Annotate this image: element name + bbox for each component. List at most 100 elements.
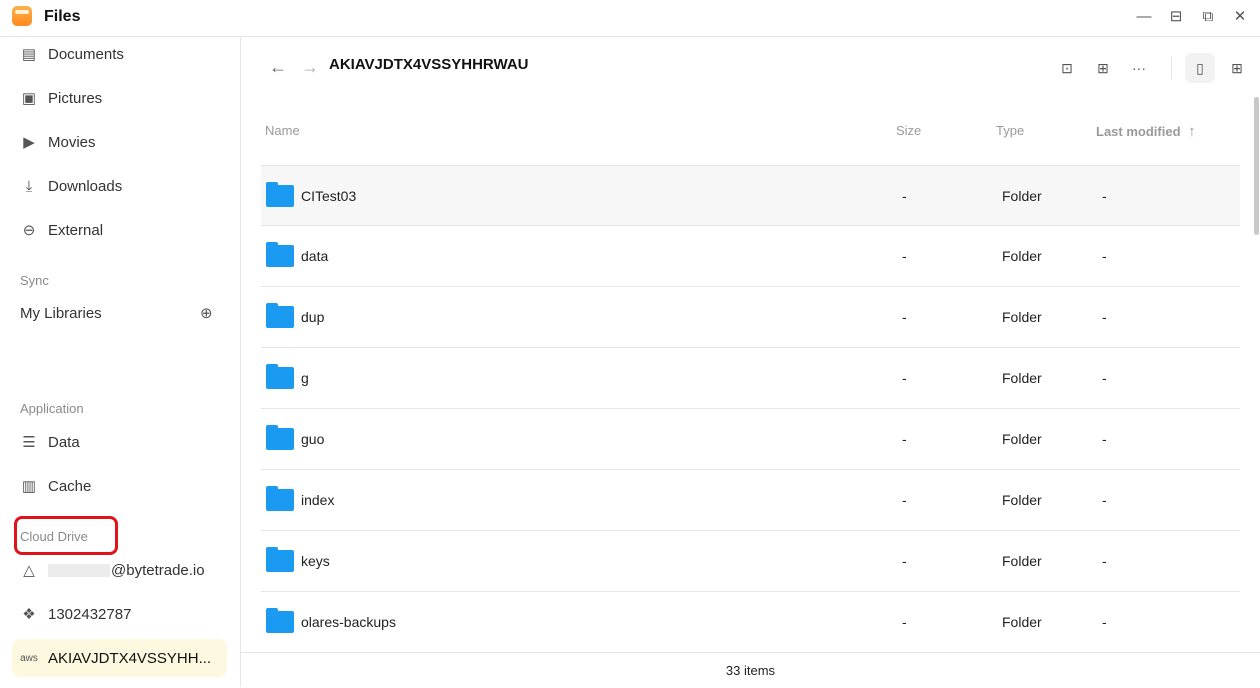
column-name[interactable]: Name: [265, 123, 300, 138]
database-icon: ☰: [22, 434, 36, 451]
table-row[interactable]: guo - Folder -: [261, 409, 1240, 470]
maximize-icon[interactable]: ⊟: [1169, 8, 1183, 25]
file-name: keys: [301, 553, 330, 569]
download-icon: ⤓: [25, 177, 33, 195]
file-type: Folder: [1002, 614, 1042, 630]
file-type: Folder: [1002, 188, 1042, 204]
file-type: Folder: [1002, 309, 1042, 325]
popout-icon[interactable]: ⧉: [1202, 8, 1214, 25]
more-icon[interactable]: ···: [1132, 60, 1146, 76]
file-size: -: [902, 309, 907, 325]
add-library-icon[interactable]: ⊕: [200, 305, 213, 322]
sidebar-item-dropbox[interactable]: ❖ 1302432787: [12, 595, 227, 633]
cloud-drive-heading: Cloud Drive: [20, 529, 88, 544]
folder-icon: [266, 303, 294, 328]
app-title: Files: [44, 8, 81, 25]
cache-icon: ▥: [21, 478, 37, 495]
sidebar-item-label: 1302432787: [48, 605, 132, 623]
title-bar: Files — ⊟ ⧉ ✕: [0, 0, 1260, 37]
table-row[interactable]: g - Folder -: [261, 348, 1240, 409]
sidebar-item-label: @bytetrade.io: [111, 561, 205, 579]
sidebar-item-label: Documents: [48, 45, 124, 63]
column-type[interactable]: Type: [996, 123, 1025, 138]
file-size: -: [902, 248, 907, 264]
sidebar-item-google-drive[interactable]: △ @bytetrade.io: [12, 551, 227, 589]
new-folder-icon[interactable]: ⊞: [1097, 59, 1109, 76]
sidebar-item-label: Data: [48, 433, 80, 451]
dropbox-icon: ❖: [22, 606, 36, 623]
sidebar-item-my-libraries[interactable]: My Libraries ⊕: [12, 294, 227, 332]
table-row[interactable]: dup - Folder -: [261, 287, 1240, 348]
item-count: 33 items: [241, 652, 1260, 687]
file-name: index: [301, 492, 335, 508]
file-size: -: [902, 553, 907, 569]
sidebar-item-downloads[interactable]: ⤓ Downloads: [12, 167, 227, 205]
sidebar-item-external[interactable]: ⊖ External: [12, 211, 227, 249]
file-modified: -: [1102, 248, 1107, 264]
folder-icon: [266, 486, 294, 511]
file-modified: -: [1102, 492, 1107, 508]
sidebar-item-movies[interactable]: ▶ Movies: [12, 123, 227, 161]
table-row[interactable]: CITest03 - Folder -: [261, 165, 1240, 226]
file-type: Folder: [1002, 553, 1042, 569]
document-icon: ▤: [21, 46, 37, 63]
minimize-icon[interactable]: —: [1136, 8, 1152, 25]
file-size: -: [902, 188, 907, 204]
upload-folder-icon[interactable]: ⊡: [1061, 59, 1073, 76]
file-name: g: [301, 370, 309, 386]
sidebar-item-data[interactable]: ☰ Data: [12, 423, 227, 461]
pictures-icon: ▣: [21, 90, 37, 107]
movie-icon: ▶: [23, 134, 35, 151]
sidebar-item-label: External: [48, 221, 104, 239]
file-size: -: [902, 614, 907, 630]
sync-heading: Sync: [20, 273, 49, 288]
back-icon[interactable]: ←: [269, 57, 287, 77]
table-row[interactable]: keys - Folder -: [261, 531, 1240, 592]
file-name: olares-backups: [301, 614, 396, 630]
file-browser: ← → AKIAVJDTX4VSSYHHRWAU ⊡ ⊞ ··· ▯ ⊞ Nam…: [241, 37, 1260, 687]
sidebar-item-label: Downloads: [48, 177, 123, 195]
google-drive-icon: △: [23, 562, 35, 579]
folder-icon: [266, 547, 294, 572]
folder-icon: [266, 242, 294, 267]
sidebar-item-label: Cache: [48, 477, 92, 495]
folder-icon: [266, 182, 294, 207]
file-modified: -: [1102, 370, 1107, 386]
table-row[interactable]: olares-backups - Folder -: [261, 592, 1240, 653]
files-app-logo: [12, 6, 32, 26]
close-icon[interactable]: ✕: [1233, 8, 1247, 25]
sidebar-item-label: Movies: [48, 133, 96, 151]
column-size[interactable]: Size: [896, 123, 922, 138]
sidebar-item-aws[interactable]: aws AKIAVJDTX4VSSYHH...: [12, 639, 227, 677]
table-row[interactable]: data - Folder -: [261, 226, 1240, 287]
sidebar-item-cache[interactable]: ▥ Cache: [12, 467, 227, 505]
toolbar-divider: [1171, 57, 1172, 79]
sidebar-item-pictures[interactable]: ▣ Pictures: [12, 79, 227, 117]
file-name: data: [301, 248, 329, 264]
list-view-icon[interactable]: ▯: [1185, 53, 1215, 83]
drive-icon: ⊖: [22, 222, 36, 239]
file-size: -: [902, 492, 907, 508]
folder-icon: [266, 364, 294, 389]
file-name: dup: [301, 309, 325, 325]
current-path: AKIAVJDTX4VSSYHHRWAU: [329, 56, 529, 73]
file-modified: -: [1102, 553, 1107, 569]
column-last-modified[interactable]: Last modified ↑: [1096, 123, 1196, 140]
file-type: Folder: [1002, 370, 1042, 386]
file-size: -: [902, 431, 907, 447]
sort-ascending-icon: ↑: [1188, 123, 1196, 140]
file-type: Folder: [1002, 492, 1042, 508]
sidebar: ▤ Documents ▣ Pictures ▶ Movies ⤓ Downloads …: [0, 37, 241, 687]
sidebar-item-label: Pictures: [48, 89, 103, 107]
scrollbar[interactable]: [1254, 97, 1259, 235]
file-modified: -: [1102, 309, 1107, 325]
grid-view-icon[interactable]: ⊞: [1231, 59, 1243, 76]
file-size: -: [902, 370, 907, 386]
sidebar-item-documents[interactable]: ▤ Documents: [12, 35, 227, 73]
application-heading: Application: [20, 401, 84, 416]
forward-icon[interactable]: →: [301, 57, 319, 77]
table-row[interactable]: index - Folder -: [261, 470, 1240, 531]
sidebar-item-label: AKIAVJDTX4VSSYHH...: [48, 649, 212, 667]
aws-icon: aws: [20, 652, 38, 664]
file-modified: -: [1102, 614, 1107, 630]
